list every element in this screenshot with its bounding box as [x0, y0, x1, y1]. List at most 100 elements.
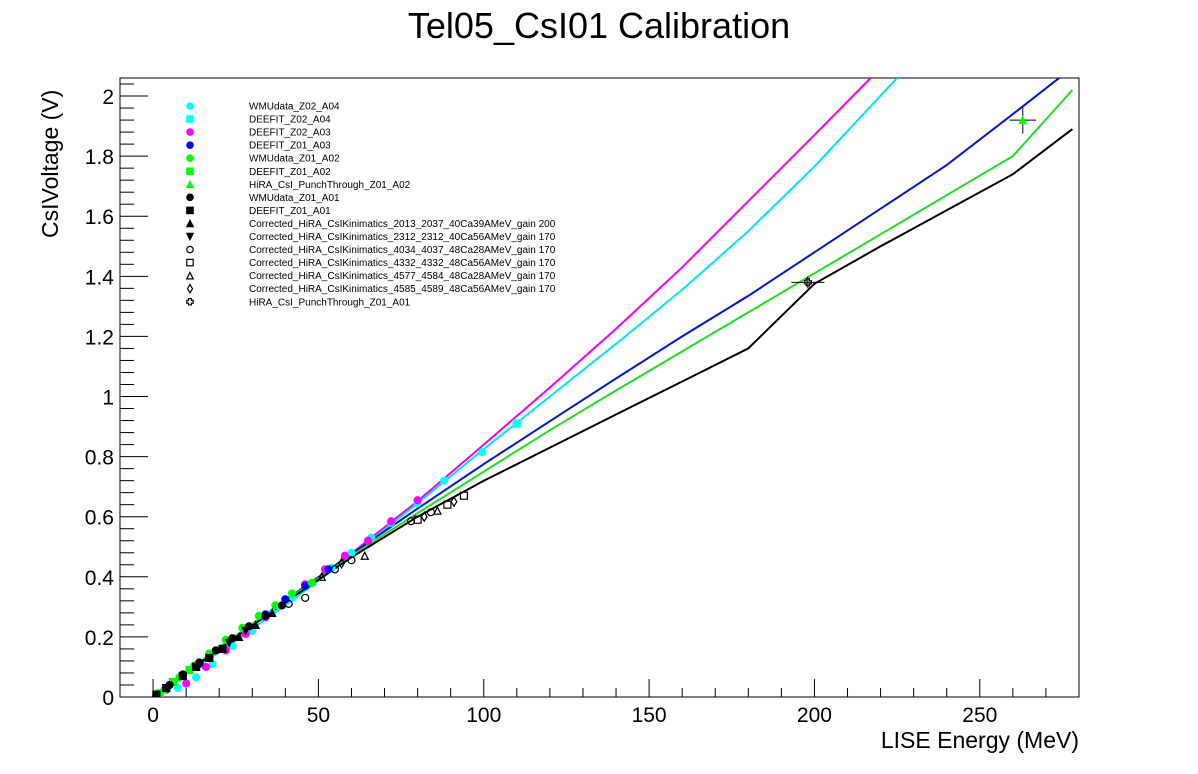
- legend-label: HiRA_CsI_PunchThrough_Z01_A02: [249, 180, 411, 191]
- data-point: [301, 593, 310, 602]
- data-point: [478, 448, 487, 457]
- legend-label: Corrected_HiRA_CsIKinimatics_2312_2312_4…: [249, 232, 556, 243]
- plot-frame: [119, 77, 1080, 698]
- x-tick-label: 150: [632, 704, 667, 727]
- plot-area-border: [119, 77, 1080, 698]
- series-group: [1009, 106, 1037, 134]
- data-point: [251, 620, 261, 629]
- legend-marker: [185, 218, 195, 228]
- data-point: [347, 548, 356, 557]
- data-point: [261, 611, 270, 620]
- legend: WMUdata_Z02_A04 DEEFIT_Z02_A04 DEEFIT_Z02_…: [185, 102, 556, 308]
- series-group: [317, 505, 442, 581]
- data-point: [191, 662, 201, 672]
- data-point: [387, 517, 396, 526]
- data-point: [330, 565, 340, 574]
- legend-marker: [186, 154, 194, 163]
- legend-label: WMUdata_Z01_A01: [249, 193, 340, 204]
- legend-marker: [186, 297, 194, 306]
- legend-marker: [186, 115, 194, 123]
- series-group: [152, 644, 227, 697]
- data-point: [191, 673, 201, 682]
- legend-label: HiRA_CsI_PunchThrough_Z01_A01: [249, 297, 411, 308]
- data-point: [218, 644, 227, 654]
- data-point: [277, 601, 287, 610]
- data-point: [241, 626, 251, 636]
- data-point: [201, 662, 211, 672]
- x-tick-label: 0: [147, 704, 159, 727]
- data-point: [439, 476, 449, 485]
- data-point: [450, 495, 458, 508]
- data-point: [287, 589, 297, 598]
- data-point: [301, 581, 310, 590]
- data-point: [271, 601, 280, 610]
- data-point: [162, 683, 171, 693]
- y-tick-label: 2: [102, 86, 114, 109]
- data-point: [459, 491, 469, 500]
- data-point: [413, 515, 422, 524]
- series-group: [512, 419, 521, 428]
- series-group: [791, 276, 825, 289]
- data-point: [338, 557, 346, 569]
- legend-label: DEEFIT_Z01_A01: [249, 206, 331, 217]
- legend-label: DEEFIT_Z01_A03: [249, 141, 331, 152]
- legend-label: Corrected_HiRA_CsIKinimatics_4332_4332_4…: [249, 258, 556, 269]
- data-point: [205, 653, 214, 663]
- data-point: [1018, 115, 1028, 125]
- data-point: [803, 278, 812, 287]
- legend-label: Corrected_HiRA_CsIKinimatics_4585_4589_4…: [249, 284, 556, 295]
- data-point: [420, 511, 428, 523]
- data-point: [284, 599, 293, 608]
- legend-marker: [186, 283, 194, 295]
- data-point: [234, 632, 244, 642]
- legend-label: WMUdata_Z02_A04: [249, 102, 340, 113]
- legend-marker: [186, 128, 194, 136]
- data-point: [182, 679, 191, 688]
- data-point: [360, 550, 370, 560]
- data-points: [152, 106, 1037, 697]
- data-point: [324, 565, 333, 574]
- legend-label: DEEFIT_Z02_A04: [249, 115, 331, 126]
- legend-marker: [186, 245, 194, 254]
- y-tick-label: 0.8: [85, 447, 114, 470]
- x-tick-label: 100: [466, 704, 501, 727]
- legend-marker: [186, 167, 194, 176]
- y-tick-label: 1.8: [85, 146, 114, 169]
- data-point: [173, 683, 182, 693]
- legend-label: WMUdata_Z01_A02: [249, 154, 340, 165]
- data-point: [267, 608, 277, 617]
- data-point: [443, 500, 452, 509]
- x-tick-label: 200: [797, 704, 832, 727]
- data-point: [432, 505, 442, 515]
- legend-label: Corrected_HiRA_CsIKinimatics_4577_4584_4…: [249, 271, 556, 282]
- legend-label: Corrected_HiRA_CsIKinimatics_4034_4037_4…: [249, 245, 556, 256]
- legend-marker: [185, 271, 195, 280]
- y-axis-title: CsIVoltage (V): [37, 90, 63, 238]
- series-group: [338, 495, 458, 569]
- y-tick-label: 1.4: [85, 266, 115, 289]
- data-point: [224, 638, 234, 648]
- data-point: [413, 496, 422, 505]
- data-point: [340, 551, 349, 560]
- x-tick-label: 50: [307, 704, 330, 727]
- series-group: [413, 491, 469, 524]
- data-point: [211, 646, 220, 655]
- data-point: [347, 556, 356, 565]
- legend-marker: [186, 102, 194, 110]
- x-tick-label: 250: [962, 704, 997, 727]
- y-tick-label: 0.4: [85, 567, 115, 590]
- axes: 0 50 100 150 200 250 0 0.2 0.4 0.6 0.8 1 1.2 1.4 1.6 1.…: [85, 83, 1080, 727]
- y-tick-label: 0.2: [85, 627, 114, 650]
- y-tick-label: 1.2: [85, 326, 114, 349]
- data-point: [317, 571, 327, 581]
- data-point: [185, 665, 194, 675]
- series-group: [224, 626, 251, 648]
- y-tick-label: 1: [102, 387, 114, 410]
- data-point: [363, 536, 373, 545]
- data-point: [512, 419, 521, 428]
- data-point: [307, 578, 316, 587]
- legend-marker: [186, 141, 194, 149]
- x-axis-title: LISE Energy (MeV): [881, 727, 1079, 753]
